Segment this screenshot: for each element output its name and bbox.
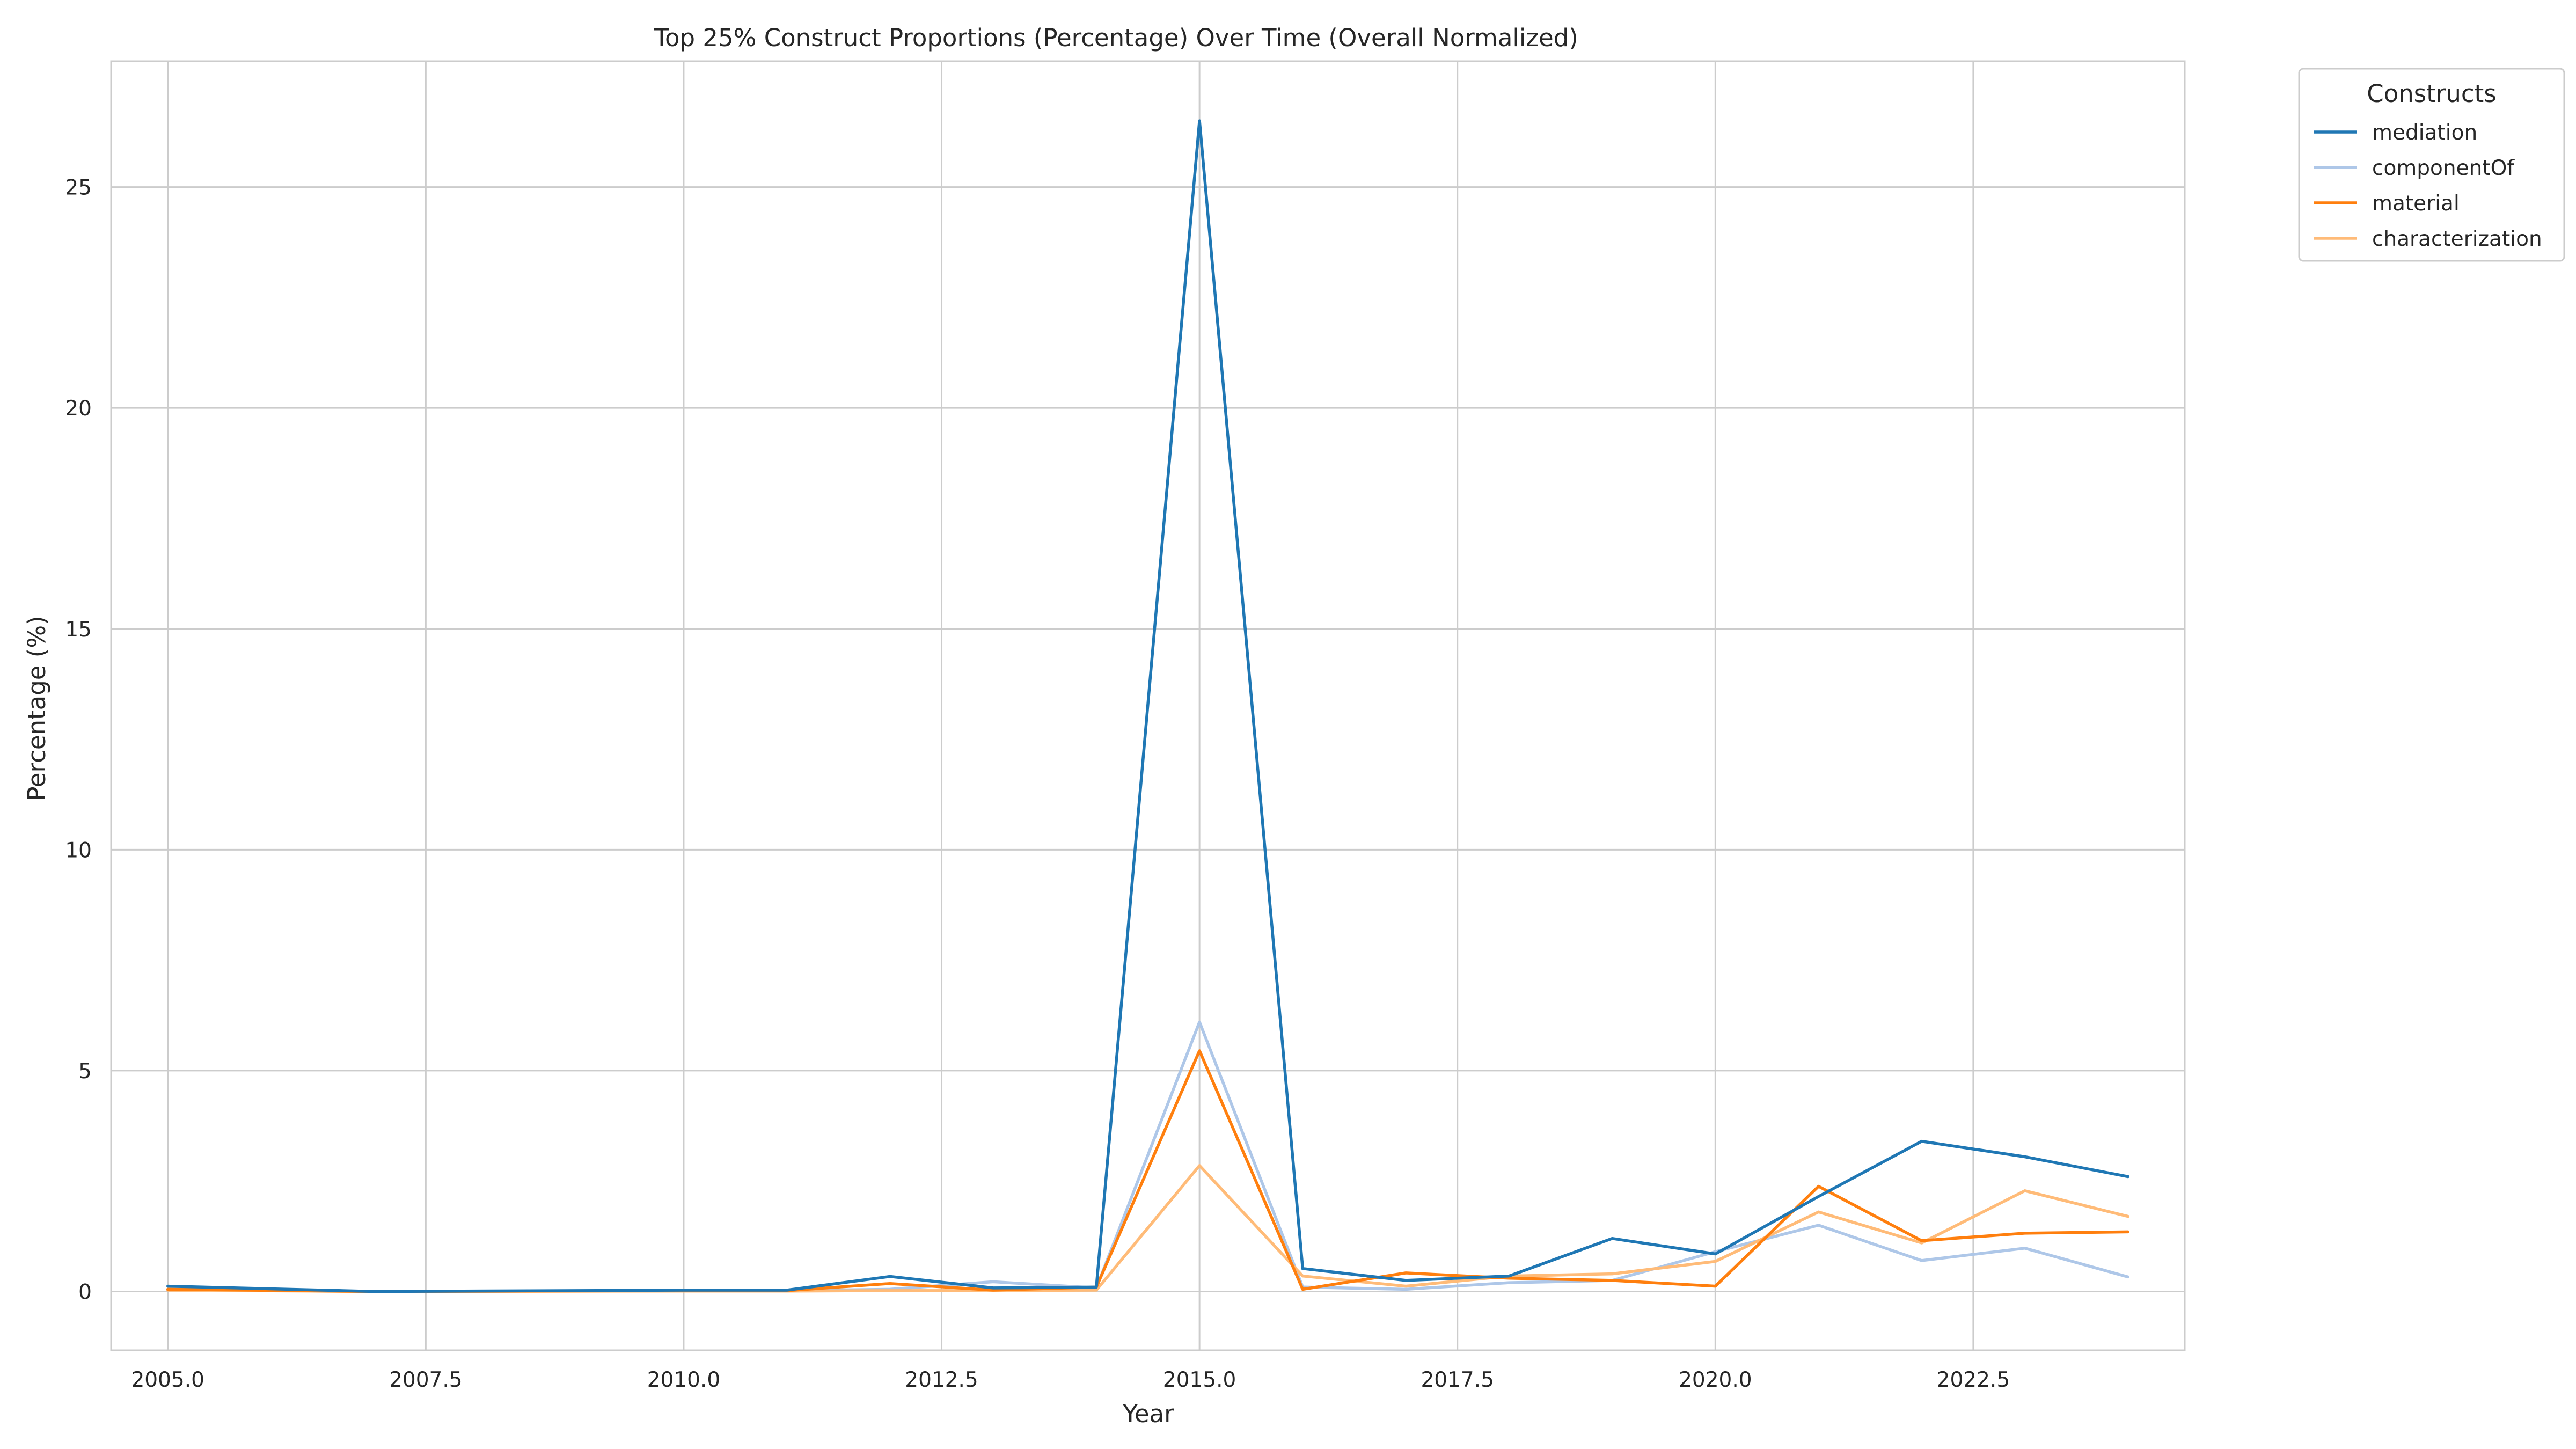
x-tick-label: 2017.5 xyxy=(1421,1368,1494,1392)
legend: Constructs mediation componentOf material c… xyxy=(2298,68,2565,262)
legend-frame xyxy=(2298,68,2565,262)
legend-title: Constructs xyxy=(2367,79,2496,108)
legend-label-componentOf: componentOf xyxy=(2372,156,2515,180)
legend-label-characterization: characterization xyxy=(2372,227,2542,251)
x-tick-label: 2015.0 xyxy=(1163,1368,1236,1392)
x-tick-label: 2020.0 xyxy=(1679,1368,1752,1392)
grid-lines xyxy=(111,61,2185,1350)
legend-label-material: material xyxy=(2372,192,2460,216)
x-tick-label: 2005.0 xyxy=(131,1368,204,1392)
series-line-mediation xyxy=(166,119,2130,1293)
y-tick-label: 10 xyxy=(65,838,92,862)
y-tick-label: 0 xyxy=(78,1280,92,1305)
chart-title: Top 25% Construct Proportions (Percentag… xyxy=(654,24,1578,52)
y-tick-label: 25 xyxy=(65,176,92,200)
legend-items: mediation componentOf material characteriza… xyxy=(2314,121,2542,251)
series-lines xyxy=(166,119,2130,1293)
y-axis-ticks: 0 5 10 15 20 25 xyxy=(65,176,92,1305)
x-axis-label: Year xyxy=(1122,1400,1174,1428)
legend-label-mediation: mediation xyxy=(2372,121,2477,145)
x-tick-label: 2022.5 xyxy=(1937,1368,2010,1392)
x-tick-label: 2012.5 xyxy=(905,1368,978,1392)
y-tick-label: 20 xyxy=(65,397,92,421)
x-tick-label: 2010.0 xyxy=(647,1368,720,1392)
plot-area-frame xyxy=(110,60,2186,1351)
x-tick-label: 2007.5 xyxy=(389,1368,462,1392)
y-axis-label: Percentage (%) xyxy=(23,616,51,801)
y-tick-label: 5 xyxy=(78,1059,92,1084)
x-axis-ticks: 2005.0 2007.5 2010.0 2012.5 2015.0 2017.5 2020… xyxy=(131,1368,2010,1392)
y-tick-label: 15 xyxy=(65,618,92,642)
